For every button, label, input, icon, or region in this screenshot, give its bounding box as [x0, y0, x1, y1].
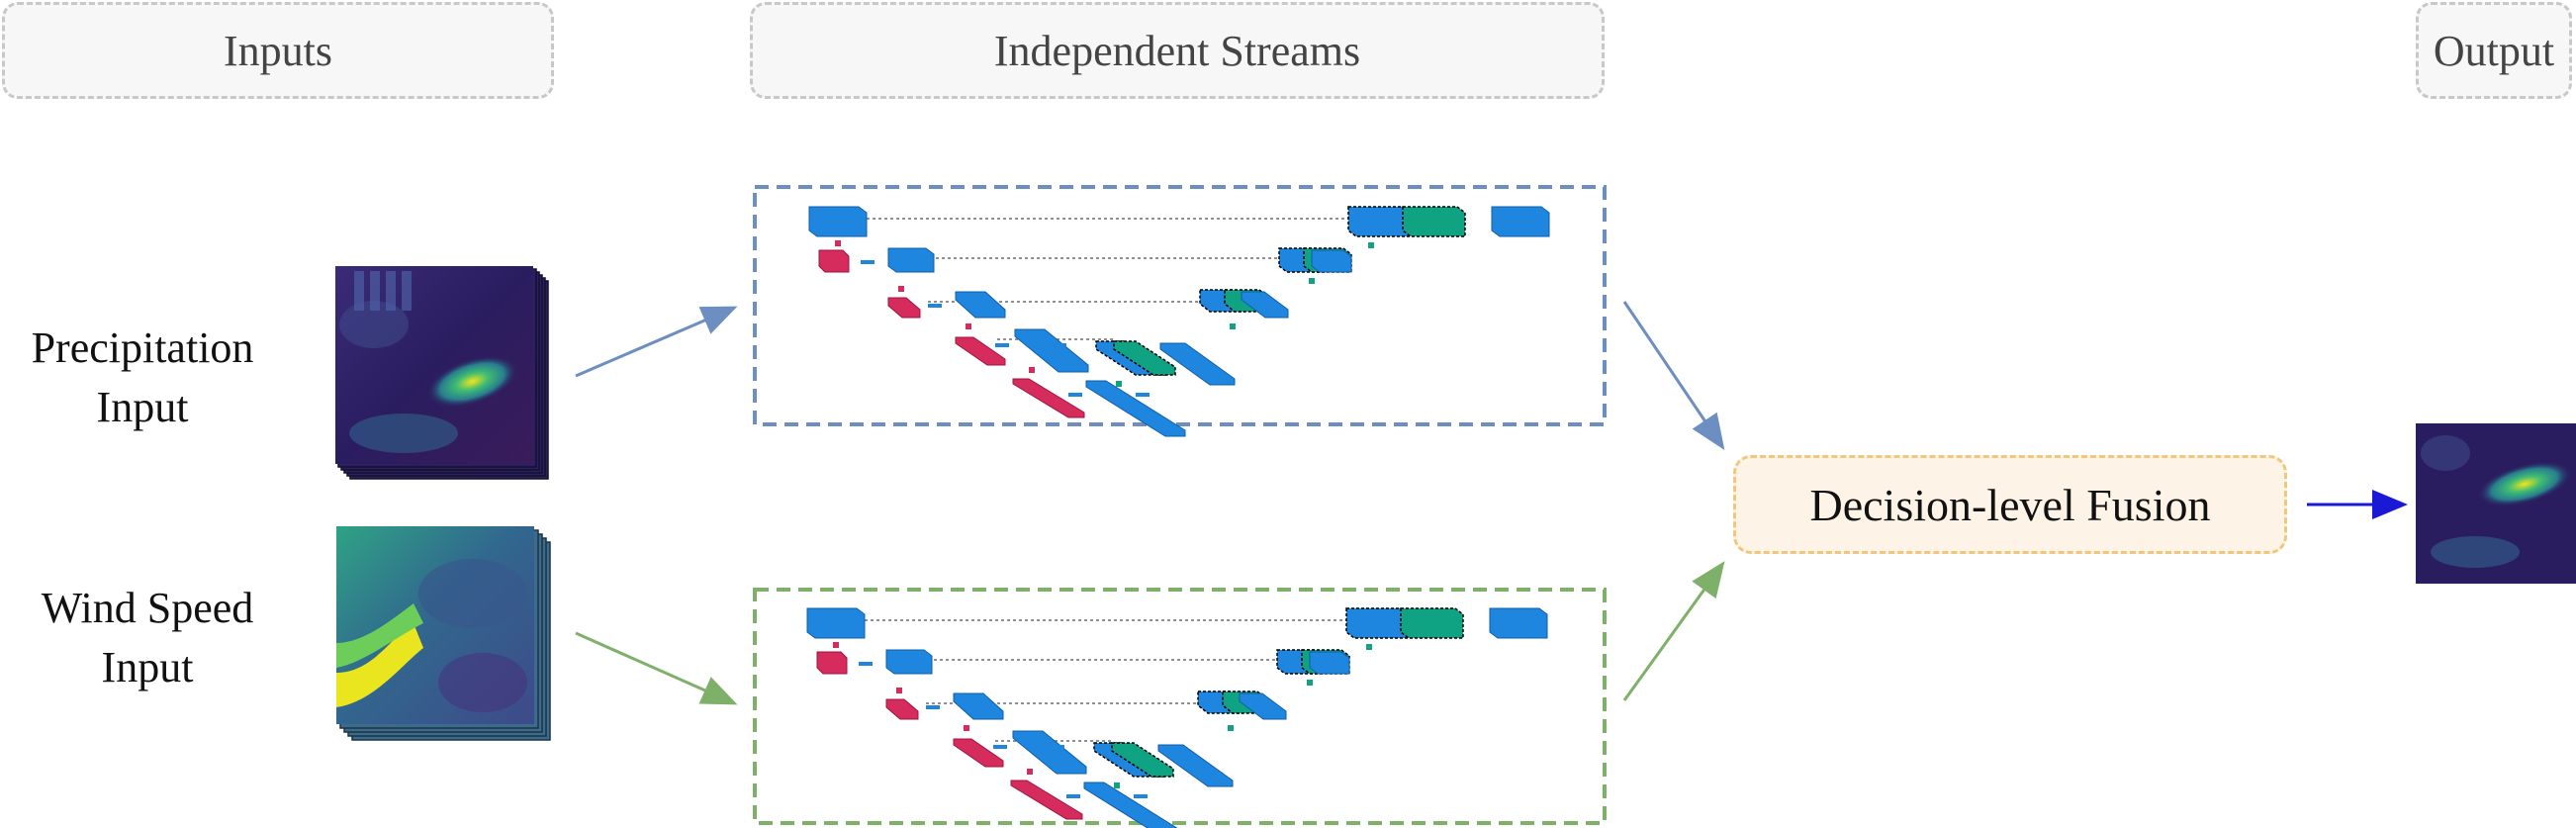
streams-section-header: Independent Streams — [750, 2, 1605, 99]
precipitation-stream-box — [753, 185, 1607, 426]
precipitation-stream-to-fusion-arrow — [1622, 301, 1725, 450]
precipitation-input-label: Precipitation Input — [0, 319, 291, 437]
inputs-section-title: Inputs — [224, 26, 332, 75]
wind-label-line2: Input — [101, 643, 194, 691]
wind-stream-box — [753, 588, 1607, 825]
output-section-title: Output — [2433, 26, 2555, 75]
output-precipitation-map-icon — [2416, 423, 2576, 589]
wind-to-stream-arrow — [575, 631, 738, 705]
inputs-section-header: Inputs — [2, 2, 554, 99]
precipitation-label-line2: Input — [96, 383, 189, 431]
precipitation-unet-icon — [807, 205, 1551, 438]
precipitation-label-line1: Precipitation — [31, 323, 254, 372]
wind-input-label: Wind Speed Input — [0, 579, 296, 697]
fusion-label: Decision-level Fusion — [1809, 479, 2211, 530]
wind-label-line1: Wind Speed — [41, 584, 254, 632]
wind-stream-to-fusion-arrow — [1622, 561, 1725, 701]
output-section-header: Output — [2416, 2, 2572, 99]
wind-speed-map-stack-icon — [334, 524, 554, 744]
wind-unet-icon — [805, 606, 1549, 828]
precipitation-map-stack-icon — [334, 265, 552, 483]
streams-section-title: Independent Streams — [993, 26, 1361, 75]
precipitation-to-stream-arrow — [575, 306, 738, 378]
decision-level-fusion-box: Decision-level Fusion — [1733, 455, 2287, 554]
